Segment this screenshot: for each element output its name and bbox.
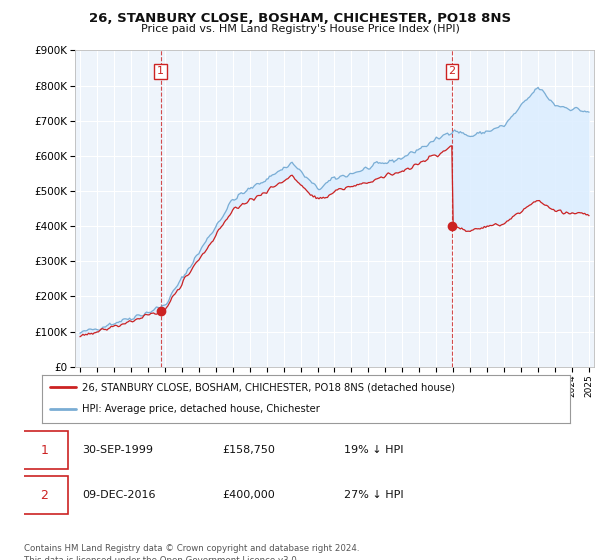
- Text: 2: 2: [40, 488, 49, 502]
- Text: £158,750: £158,750: [223, 445, 275, 455]
- Text: Price paid vs. HM Land Registry's House Price Index (HPI): Price paid vs. HM Land Registry's House …: [140, 24, 460, 34]
- Text: HPI: Average price, detached house, Chichester: HPI: Average price, detached house, Chic…: [82, 404, 319, 414]
- Text: 2: 2: [448, 67, 455, 77]
- Text: Contains HM Land Registry data © Crown copyright and database right 2024.
This d: Contains HM Land Registry data © Crown c…: [24, 544, 359, 560]
- Text: 30-SEP-1999: 30-SEP-1999: [82, 445, 153, 455]
- Text: 26, STANBURY CLOSE, BOSHAM, CHICHESTER, PO18 8NS: 26, STANBURY CLOSE, BOSHAM, CHICHESTER, …: [89, 12, 511, 25]
- FancyBboxPatch shape: [21, 431, 68, 469]
- Text: £400,000: £400,000: [223, 490, 275, 500]
- Text: 1: 1: [40, 444, 49, 457]
- Text: 19% ↓ HPI: 19% ↓ HPI: [344, 445, 404, 455]
- Text: 1: 1: [157, 67, 164, 77]
- Text: 09-DEC-2016: 09-DEC-2016: [82, 490, 155, 500]
- FancyBboxPatch shape: [21, 476, 68, 514]
- Text: 27% ↓ HPI: 27% ↓ HPI: [344, 490, 404, 500]
- Text: 26, STANBURY CLOSE, BOSHAM, CHICHESTER, PO18 8NS (detached house): 26, STANBURY CLOSE, BOSHAM, CHICHESTER, …: [82, 382, 455, 392]
